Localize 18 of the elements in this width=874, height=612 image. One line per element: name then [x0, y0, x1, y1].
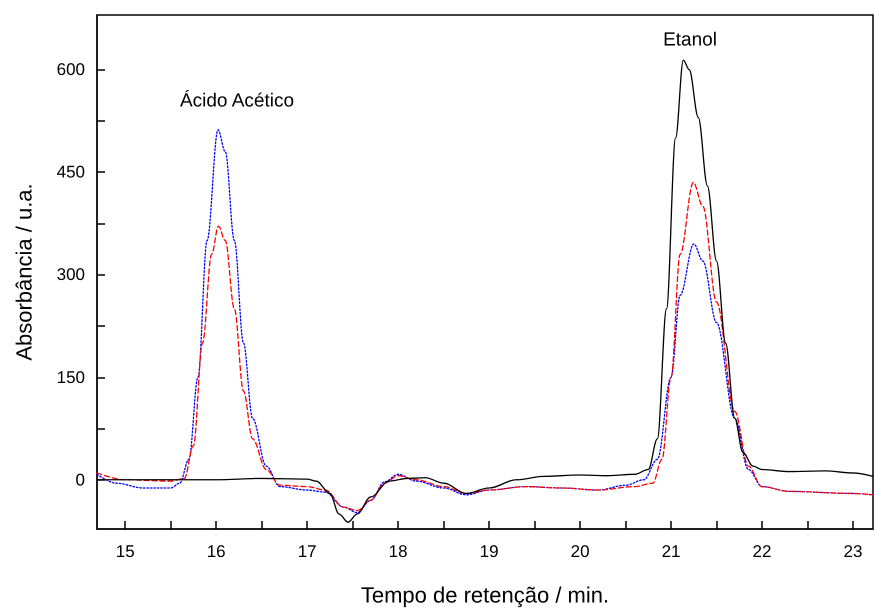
x-tick-label: 21	[662, 542, 680, 561]
x-tick-label: 15	[116, 542, 135, 561]
x-tick-label: 16	[206, 542, 226, 561]
x-tick-label: 18	[388, 542, 408, 561]
x-tick-label: 17	[298, 542, 317, 561]
x-tick-label: 22	[752, 542, 772, 561]
x-axis-title: Tempo de retenção / min.	[360, 582, 610, 608]
y-tick-label: 600	[56, 60, 85, 80]
y-tick-label: 450	[56, 162, 85, 182]
y-tick-label: 150	[56, 368, 85, 387]
y-tick-label: 300	[56, 265, 85, 284]
y-tick-label: 0	[76, 470, 85, 490]
y-axis-title: Absorbância / u.a.	[12, 183, 36, 361]
annotation: Ácido Acético	[180, 90, 294, 112]
x-tick-label: 23	[844, 542, 862, 561]
x-tick-label: 20	[570, 542, 590, 561]
x-tick-label: 19	[480, 542, 499, 561]
annotation: Etanol	[663, 30, 717, 50]
